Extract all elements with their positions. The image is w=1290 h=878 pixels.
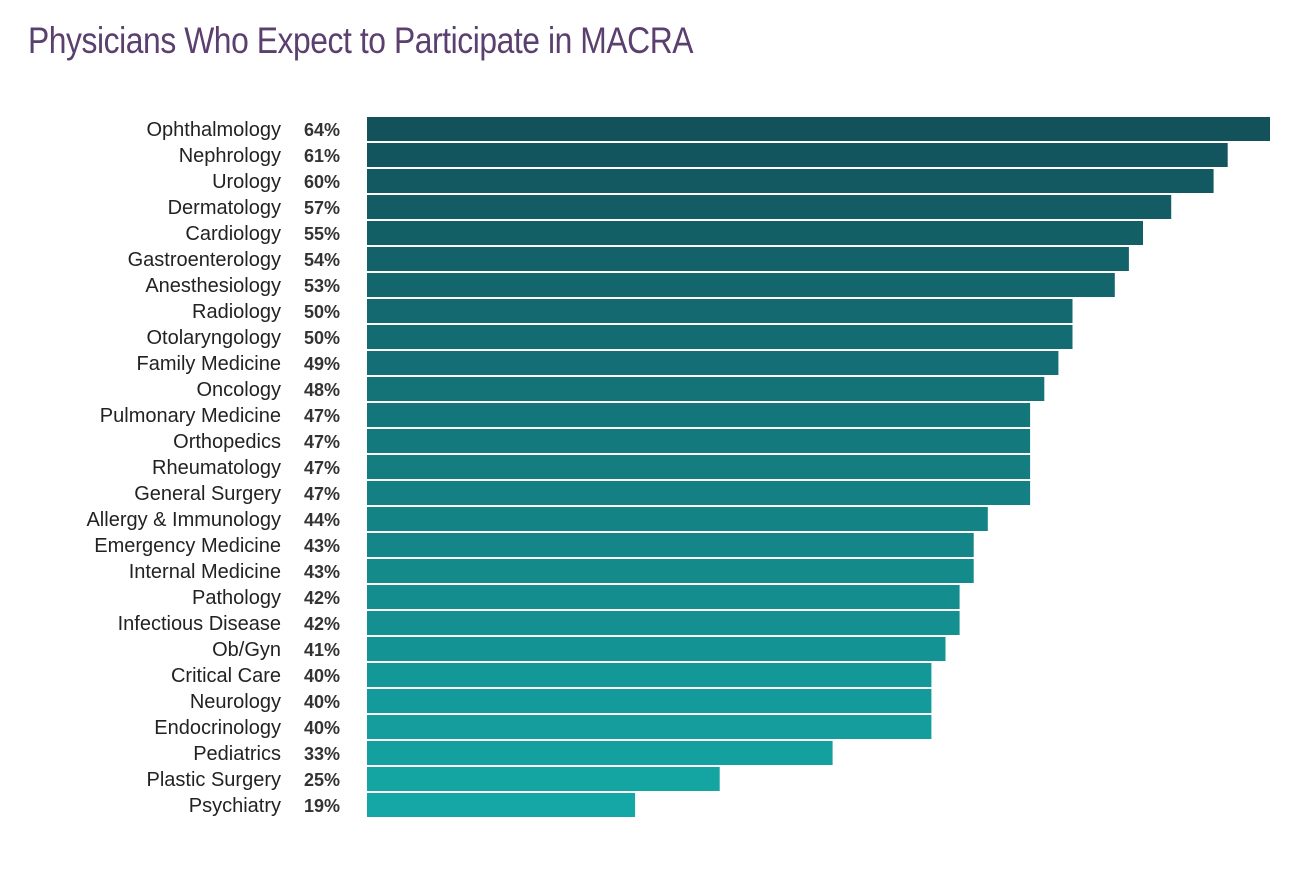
bar-orthopedics: [367, 429, 1031, 453]
value-label-pathology: 42%: [304, 588, 340, 608]
bar-urology: [367, 169, 1214, 193]
bar-rheumatology: [367, 455, 1031, 479]
value-label-plastic-surgery: 25%: [304, 770, 340, 790]
category-label-otolaryngology: Otolaryngology: [146, 327, 281, 349]
value-label-internal-medicine: 43%: [304, 562, 340, 582]
category-label-radiology: Radiology: [192, 301, 281, 323]
value-label-general-surgery: 47%: [304, 484, 340, 504]
category-label-orthopedics: Orthopedics: [173, 431, 281, 453]
value-label-family-medicine: 49%: [304, 354, 340, 374]
value-label-critical-care: 40%: [304, 666, 340, 686]
value-label-orthopedics: 47%: [304, 432, 340, 452]
category-label-nephrology: Nephrology: [179, 145, 281, 167]
category-label-allergy-and-immunology: Allergy & Immunology: [86, 509, 281, 531]
category-label-family-medicine: Family Medicine: [137, 353, 281, 375]
category-labels: Ophthalmology Nephrology Urology Dermatolog…: [86, 119, 281, 817]
bar-general-surgery: [367, 481, 1031, 505]
value-label-pediatrics: 33%: [304, 744, 340, 764]
category-label-dermatology: Dermatology: [168, 197, 281, 219]
value-labels: 64% 61% 60% 57% 55% 54% 53% 50% 50% 49% 48% 47% 47% 4…: [304, 120, 340, 816]
category-label-infectious-disease: Infectious Disease: [118, 613, 281, 635]
bar-oncology: [367, 377, 1045, 401]
bar-plastic-surgery: [367, 767, 720, 791]
bar-ophthalmology: [367, 117, 1270, 141]
bar-nephrology: [367, 143, 1228, 167]
chart-title: Physicians Who Expect to Participate in …: [28, 20, 694, 61]
bar-infectious-disease: [367, 611, 960, 635]
category-label-general-surgery: General Surgery: [134, 483, 281, 505]
value-label-infectious-disease: 42%: [304, 614, 340, 634]
bar-pediatrics: [367, 741, 833, 765]
value-label-rheumatology: 47%: [304, 458, 340, 478]
category-label-neurology: Neurology: [190, 691, 281, 713]
category-label-rheumatology: Rheumatology: [152, 457, 281, 479]
value-label-anesthesiology: 53%: [304, 276, 340, 296]
category-label-emergency-medicine: Emergency Medicine: [94, 535, 281, 557]
bars-group: [367, 117, 1270, 817]
bar-ob-gyn: [367, 637, 946, 661]
category-label-internal-medicine: Internal Medicine: [129, 561, 281, 583]
bar-psychiatry: [367, 793, 636, 817]
bar-family-medicine: [367, 351, 1059, 375]
bar-cardiology: [367, 221, 1143, 245]
value-label-otolaryngology: 50%: [304, 328, 340, 348]
bar-radiology: [367, 299, 1073, 323]
value-label-oncology: 48%: [304, 380, 340, 400]
category-label-plastic-surgery: Plastic Surgery: [147, 769, 282, 791]
value-label-pulmonary-medicine: 47%: [304, 406, 340, 426]
bar-gastroenterology: [367, 247, 1129, 271]
category-label-pediatrics: Pediatrics: [193, 743, 281, 765]
category-label-cardiology: Cardiology: [185, 223, 281, 245]
category-label-anesthesiology: Anesthesiology: [145, 275, 281, 297]
bar-pathology: [367, 585, 960, 609]
category-label-gastroenterology: Gastroenterology: [128, 249, 281, 271]
bar-otolaryngology: [367, 325, 1073, 349]
value-label-psychiatry: 19%: [304, 796, 340, 816]
category-label-critical-care: Critical Care: [171, 665, 281, 687]
value-label-emergency-medicine: 43%: [304, 536, 340, 556]
category-label-pulmonary-medicine: Pulmonary Medicine: [100, 405, 281, 427]
bar-emergency-medicine: [367, 533, 974, 557]
bar-endocrinology: [367, 715, 932, 739]
value-label-urology: 60%: [304, 172, 340, 192]
category-label-endocrinology: Endocrinology: [154, 717, 281, 739]
bar-anesthesiology: [367, 273, 1115, 297]
category-label-urology: Urology: [212, 171, 281, 193]
bar-pulmonary-medicine: [367, 403, 1031, 427]
value-label-nephrology: 61%: [304, 146, 340, 166]
value-label-neurology: 40%: [304, 692, 340, 712]
bar-neurology: [367, 689, 932, 713]
bar-critical-care: [367, 663, 932, 687]
bar-dermatology: [367, 195, 1172, 219]
value-label-ophthalmology: 64%: [304, 120, 340, 140]
value-label-allergy-and-immunology: 44%: [304, 510, 340, 530]
category-label-ob-gyn: Ob/Gyn: [212, 639, 281, 661]
value-label-dermatology: 57%: [304, 198, 340, 218]
value-label-radiology: 50%: [304, 302, 340, 322]
category-label-pathology: Pathology: [192, 587, 281, 609]
category-label-ophthalmology: Ophthalmology: [146, 119, 281, 141]
category-label-oncology: Oncology: [197, 379, 282, 401]
value-label-endocrinology: 40%: [304, 718, 340, 738]
bar-internal-medicine: [367, 559, 974, 583]
value-label-gastroenterology: 54%: [304, 250, 340, 270]
value-label-cardiology: 55%: [304, 224, 340, 244]
category-label-psychiatry: Psychiatry: [189, 795, 281, 817]
value-label-ob-gyn: 41%: [304, 640, 340, 660]
bar-allergy-and-immunology: [367, 507, 988, 531]
